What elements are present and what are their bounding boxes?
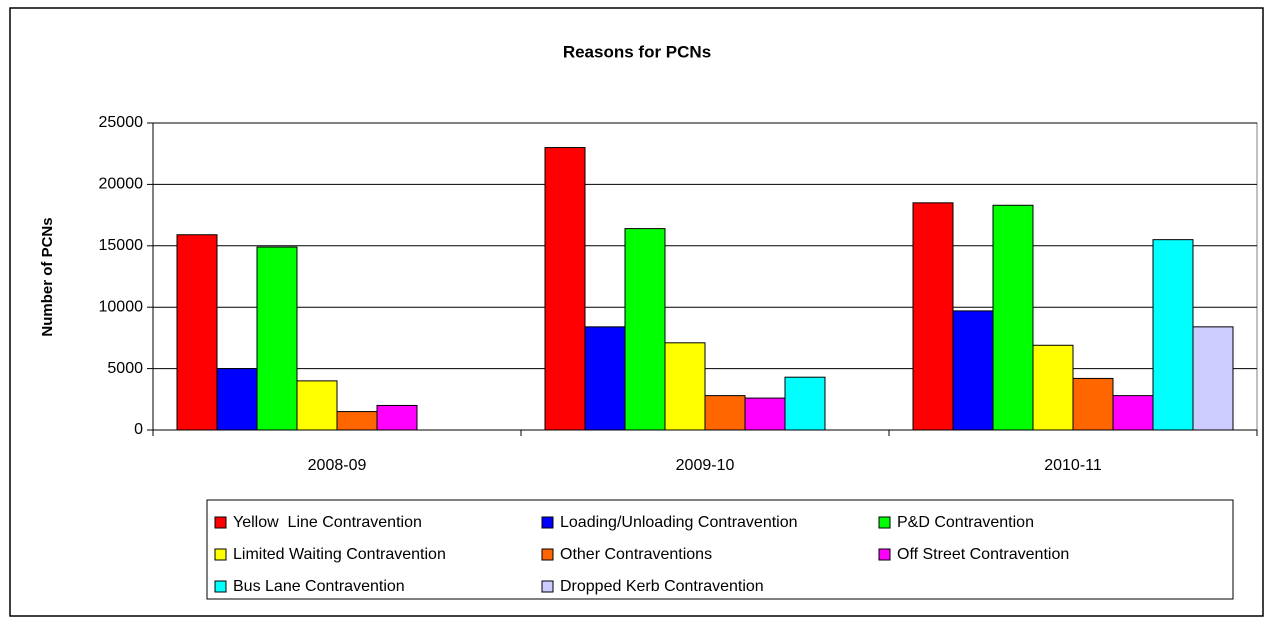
- legend-label: Off Street Contravention: [897, 546, 1069, 563]
- y-tick-label: 25000: [99, 114, 144, 131]
- legend-label: Bus Lane Contravention: [233, 578, 405, 595]
- legend-box: [206, 499, 1234, 600]
- legend-label: P&D Contravention: [897, 514, 1034, 531]
- legend-swatch: [214, 516, 227, 529]
- bar: [1192, 326, 1234, 431]
- y-tick-label: 20000: [99, 176, 144, 193]
- legend-label: Limited Waiting Contravention: [233, 546, 446, 563]
- y-tick-label: 5000: [107, 360, 143, 377]
- x-tick-label: 2008-09: [308, 457, 367, 474]
- bar: [704, 395, 746, 431]
- legend-label: Other Contraventions: [560, 546, 712, 563]
- bar: [1112, 395, 1154, 431]
- legend-swatch: [878, 548, 891, 561]
- legend-swatch: [541, 548, 554, 561]
- legend-swatch: [214, 580, 227, 593]
- legend-label: Dropped Kerb Contravention: [560, 578, 764, 595]
- bar: [744, 397, 786, 431]
- bar: [216, 368, 258, 431]
- bar: [336, 411, 378, 431]
- bar: [624, 228, 666, 431]
- legend-label: Loading/Unloading Contravention: [560, 514, 798, 531]
- y-tick-label: 10000: [99, 298, 144, 315]
- bar: [256, 246, 298, 431]
- bar: [784, 376, 826, 431]
- legend-swatch: [541, 516, 554, 529]
- bar: [992, 204, 1034, 431]
- x-tick-label: 2009-10: [676, 457, 735, 474]
- y-axis-label: Number of PCNs: [39, 217, 56, 336]
- y-tick-label: 0: [134, 421, 143, 438]
- x-tick-label: 2010-11: [1044, 457, 1102, 474]
- bar: [1072, 377, 1114, 431]
- bar: [1152, 239, 1194, 431]
- y-tick-label: 15000: [99, 237, 144, 254]
- bar: [176, 234, 218, 431]
- bar: [584, 326, 626, 431]
- bar: [376, 404, 418, 431]
- bar: [664, 342, 706, 431]
- bar: [952, 310, 994, 431]
- legend-label: Yellow Line Contravention: [233, 514, 422, 531]
- legend-swatch: [214, 548, 227, 561]
- bar: [544, 147, 586, 431]
- bar: [912, 202, 954, 431]
- bar: [296, 380, 338, 431]
- legend-swatch: [541, 580, 554, 593]
- legend-swatch: [878, 516, 891, 529]
- bar: [1032, 344, 1074, 431]
- chart-title: Reasons for PCNs: [563, 42, 711, 61]
